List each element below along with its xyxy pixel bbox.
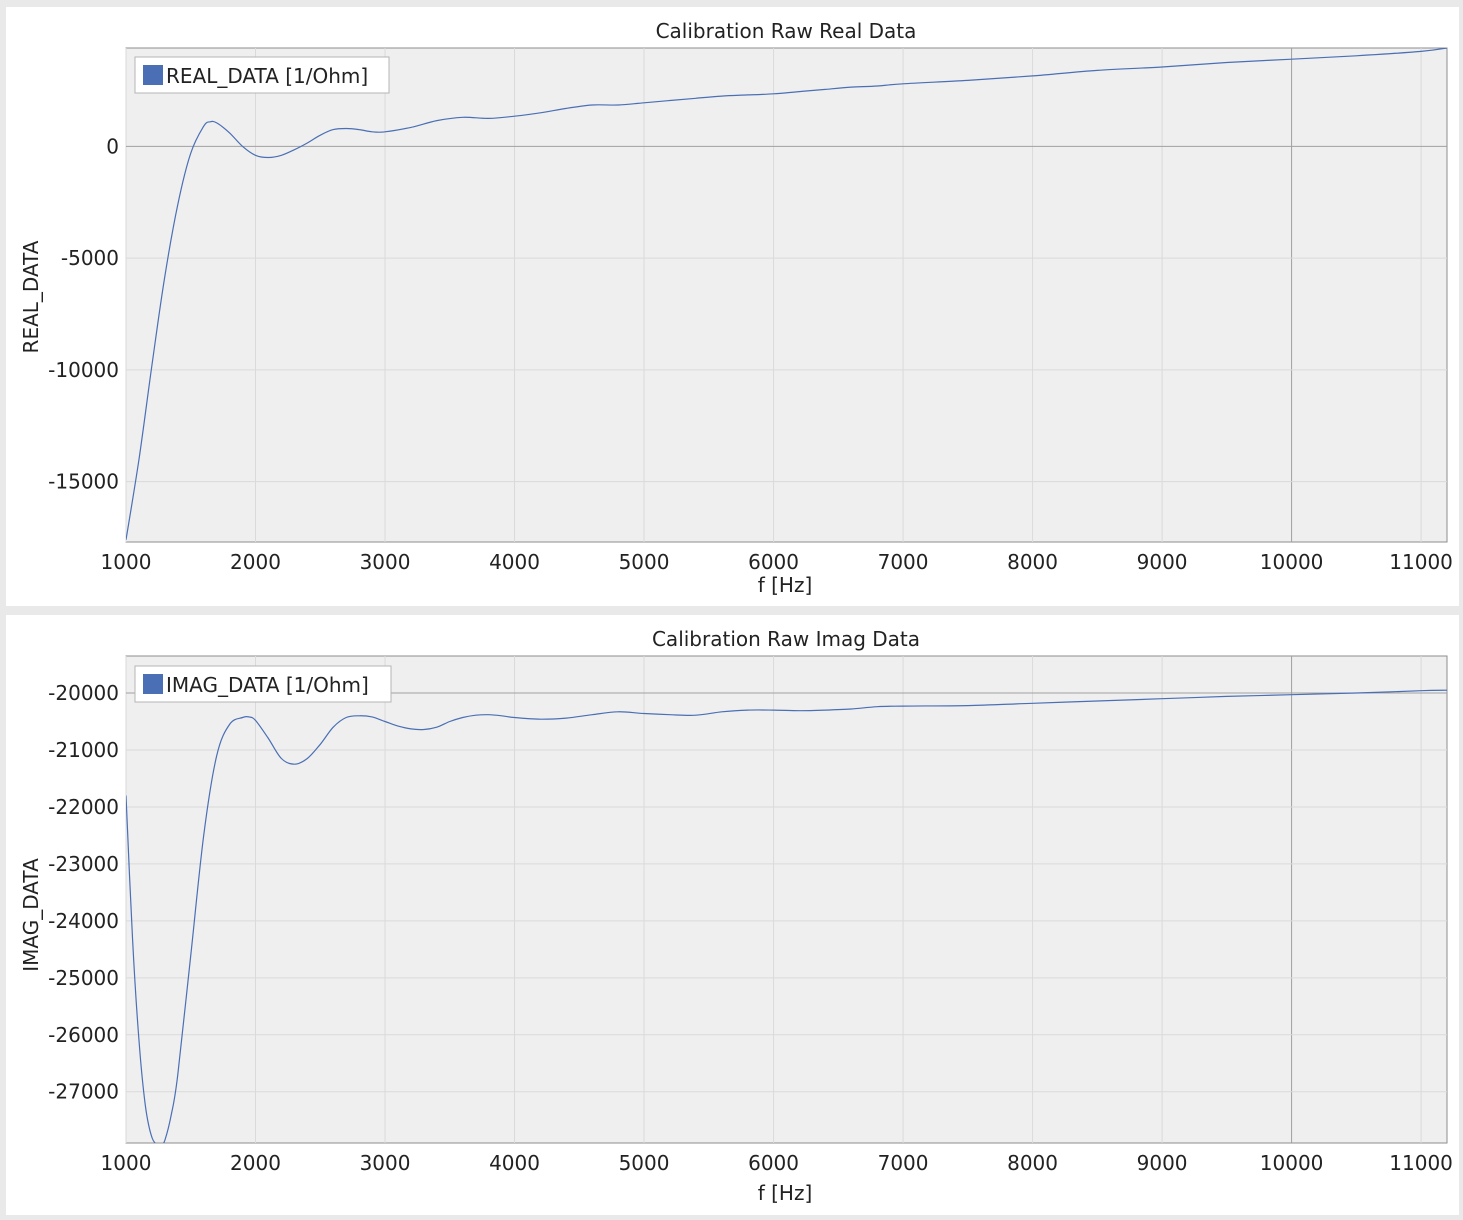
- x-tick-label: 6000: [748, 550, 799, 574]
- x-tick-label: 6000: [748, 1151, 799, 1175]
- y-tick-label: -22000: [48, 795, 119, 819]
- x-tick-label: 7000: [878, 550, 929, 574]
- legend-box: [134, 665, 392, 703]
- x-axis-label: f [Hz]: [758, 1181, 813, 1205]
- y-tick-label: 0: [106, 134, 119, 158]
- imag-data-chart: Calibration Raw Imag Data 1000 2000 3000 40…: [19, 627, 1453, 1205]
- series-line: [126, 689, 1447, 1143]
- x-tick-label: 9000: [1137, 1151, 1188, 1175]
- x-tick-label: 11000: [1389, 1151, 1453, 1175]
- x-axis-label: f [Hz]: [758, 573, 813, 597]
- x-tick-label: 10000: [1260, 550, 1324, 574]
- plot-area: [125, 655, 1448, 1144]
- series-line: [126, 48, 1447, 540]
- x-tick-label: 1000: [101, 550, 152, 574]
- x-tick-label: 8000: [1007, 1151, 1058, 1175]
- y-tick-label: -20000: [48, 681, 119, 705]
- x-tick-label: 3000: [360, 1151, 411, 1175]
- x-tick-label: 7000: [878, 1151, 929, 1175]
- y-tick-label: -25000: [48, 966, 119, 990]
- chart-legend: REAL_DATA [1/Ohm]: [134, 56, 390, 94]
- y-tick-label: -21000: [48, 738, 119, 762]
- y-tick-label: -23000: [48, 852, 119, 876]
- legend-swatch: [143, 65, 163, 85]
- x-tick-label: 5000: [619, 550, 670, 574]
- legend-label: IMAG_DATA [1/Ohm]: [166, 673, 369, 697]
- y-axis-label: REAL_DATA: [19, 240, 43, 353]
- y-tick-label: -5000: [61, 246, 119, 270]
- plot-area: [125, 47, 1448, 543]
- x-tick-label: 9000: [1137, 550, 1188, 574]
- real-data-chart: Calibration Raw Real Data 1000 2000 3000 40…: [19, 19, 1453, 597]
- real-data-chart-panel: Calibration Raw Real Data 1000 2000 3000 40…: [6, 7, 1459, 606]
- chart-title: Calibration Raw Real Data: [656, 19, 917, 43]
- x-tick-label: 1000: [101, 1151, 152, 1175]
- chart-title: Calibration Raw Imag Data: [652, 627, 920, 651]
- x-tick-label: 4000: [489, 550, 540, 574]
- legend-label: REAL_DATA [1/Ohm]: [166, 64, 368, 88]
- x-tick-label: 8000: [1007, 550, 1058, 574]
- y-tick-label: -26000: [48, 1023, 119, 1047]
- imag-data-chart-panel: Calibration Raw Imag Data 1000 2000 3000 40…: [6, 615, 1459, 1215]
- y-tick-label: -24000: [48, 909, 119, 933]
- x-tick-label: 2000: [230, 1151, 281, 1175]
- y-tick-label: -15000: [48, 470, 119, 494]
- x-tick-label: 11000: [1389, 550, 1453, 574]
- x-tick-label: 10000: [1260, 1151, 1324, 1175]
- y-axis-label: IMAG_DATA: [19, 858, 43, 972]
- legend-box: [134, 56, 390, 94]
- legend-swatch: [143, 674, 163, 694]
- x-tick-label: 5000: [619, 1151, 670, 1175]
- y-tick-label: -10000: [48, 358, 119, 382]
- y-tick-label: -27000: [48, 1080, 119, 1104]
- x-tick-label: 2000: [230, 550, 281, 574]
- x-tick-label: 4000: [489, 1151, 540, 1175]
- chart-legend: IMAG_DATA [1/Ohm]: [134, 665, 392, 703]
- x-tick-label: 3000: [360, 550, 411, 574]
